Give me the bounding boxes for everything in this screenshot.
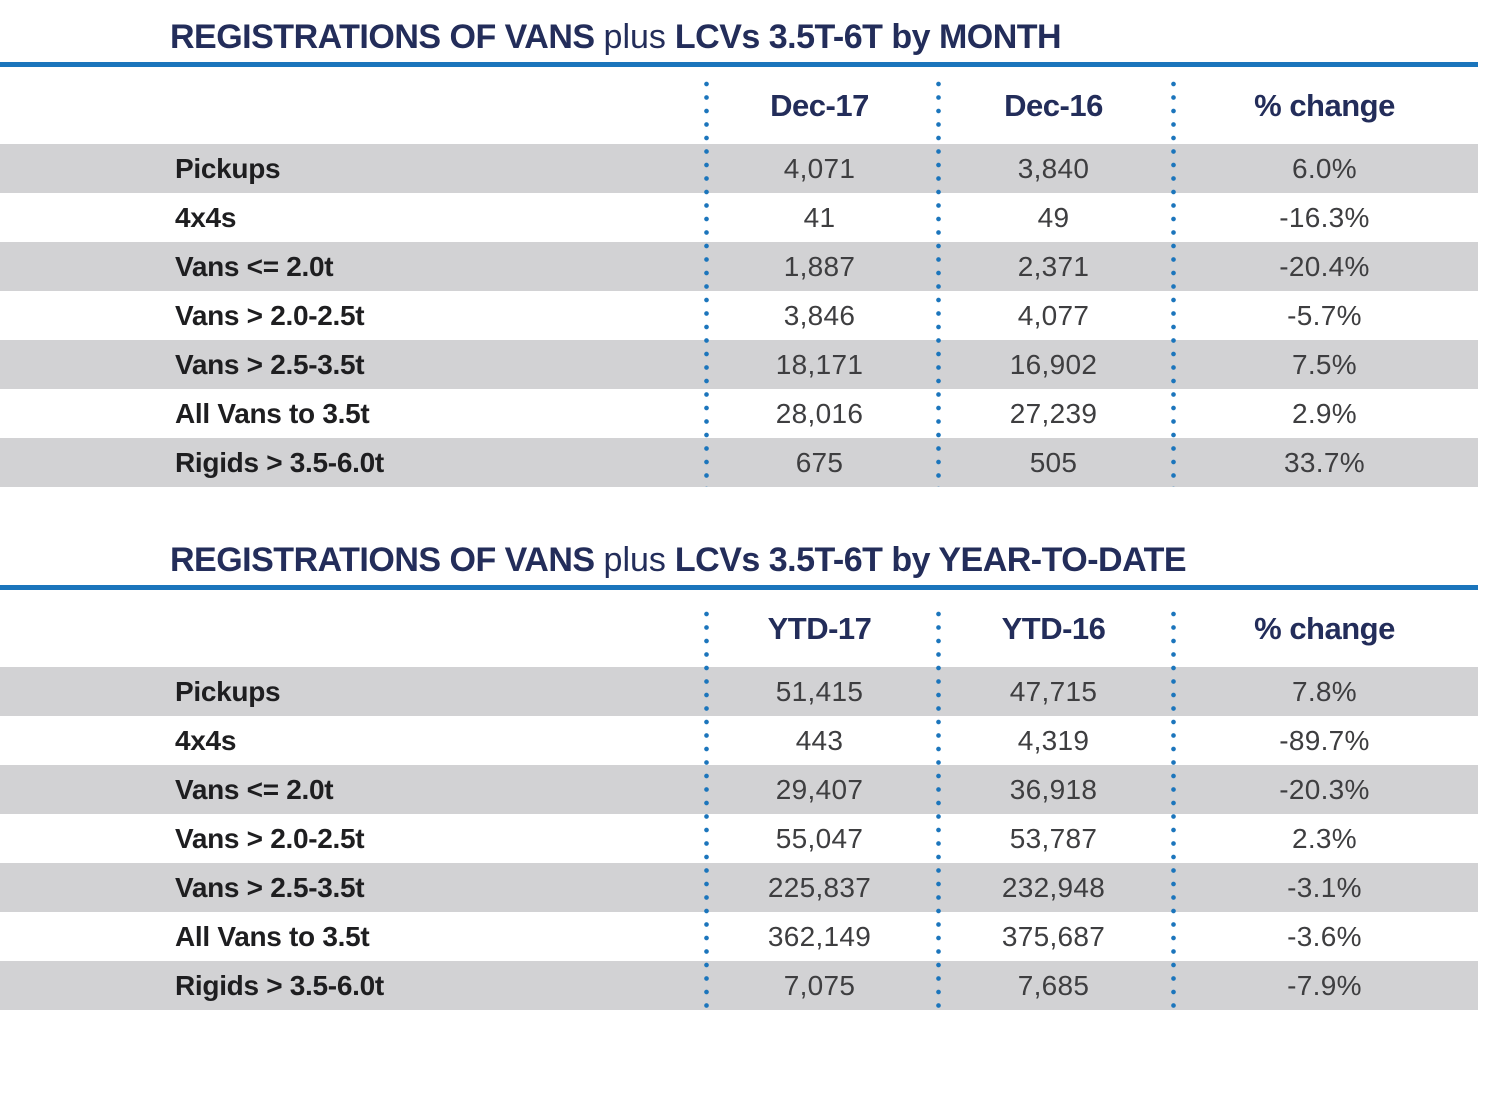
value-pct-change: -5.7% <box>1287 299 1362 331</box>
value-previous: 232,948 <box>1001 871 1106 903</box>
monthly-registrations-table: REGISTRATIONS OF VANS plus LCVs 3.5T-6T … <box>0 0 1500 487</box>
value-current: 55,047 <box>775 822 864 854</box>
column-header-row: YTD-17 YTD-16 % change <box>0 590 1478 667</box>
row-label: 4x4s <box>175 201 237 233</box>
title-segment-bold: LCVs 3.5T-6T by MONTH <box>674 18 1062 56</box>
value-pct-change: -89.7% <box>1279 724 1370 756</box>
row-label: Vans > 2.0-2.5t <box>175 299 365 331</box>
row-label: Vans > 2.5-3.5t <box>175 871 365 903</box>
table-row: All Vans to 3.5t 362,149 375,687 -3.6% <box>0 912 1478 961</box>
value-previous: 505 <box>1029 446 1078 478</box>
column-header-current: YTD-17 <box>767 610 872 646</box>
value-current: 1,887 <box>783 250 856 282</box>
row-label: Pickups <box>175 152 281 184</box>
table-row: Vans > 2.5-3.5t 225,837 232,948 -3.1% <box>0 863 1478 912</box>
column-header-row: Dec-17 Dec-16 % change <box>0 67 1478 144</box>
value-current: 675 <box>795 446 844 478</box>
column-header-previous: Dec-16 <box>1004 87 1103 123</box>
title-segment-bold: LCVs 3.5T-6T by YEAR-TO-DATE <box>674 541 1187 579</box>
value-current: 29,407 <box>775 773 864 805</box>
row-label: 4x4s <box>175 724 237 756</box>
value-pct-change: -16.3% <box>1279 201 1370 233</box>
title-segment-bold: REGISTRATIONS OF VANS <box>170 18 595 56</box>
value-pct-change: 7.8% <box>1291 675 1358 707</box>
row-label: Rigids > 3.5-6.0t <box>175 446 384 478</box>
value-previous: 47,715 <box>1009 675 1098 707</box>
value-previous: 4,319 <box>1017 724 1090 756</box>
value-pct-change: -7.9% <box>1287 969 1362 1001</box>
row-label: Vans <= 2.0t <box>175 773 334 805</box>
value-current: 7,075 <box>783 969 856 1001</box>
row-label: Vans > 2.0-2.5t <box>175 822 365 854</box>
value-previous: 36,918 <box>1009 773 1098 805</box>
value-current: 3,846 <box>783 299 856 331</box>
value-pct-change: 7.5% <box>1291 348 1358 380</box>
table-row: Pickups 51,415 47,715 7.8% <box>0 667 1478 716</box>
row-label: Vans <= 2.0t <box>175 250 334 282</box>
value-previous: 53,787 <box>1009 822 1098 854</box>
table-row: 4x4s 443 4,319 -89.7% <box>0 716 1478 765</box>
column-header-current: Dec-17 <box>770 87 869 123</box>
value-pct-change: 33.7% <box>1284 446 1365 478</box>
value-previous: 2,371 <box>1017 250 1090 282</box>
value-current: 51,415 <box>775 675 864 707</box>
value-current: 18,171 <box>775 348 864 380</box>
value-pct-change: -20.4% <box>1279 250 1370 282</box>
value-pct-change: -3.1% <box>1287 871 1362 903</box>
value-previous: 49 <box>1037 201 1070 233</box>
table-row: Vans <= 2.0t 29,407 36,918 -20.3% <box>0 765 1478 814</box>
value-previous: 7,685 <box>1017 969 1090 1001</box>
table-row: Vans > 2.5-3.5t 18,171 16,902 7.5% <box>0 340 1478 389</box>
table-row: Rigids > 3.5-6.0t 7,075 7,685 -7.9% <box>0 961 1478 1010</box>
table-row: 4x4s 41 49 -16.3% <box>0 193 1478 242</box>
title-rule <box>0 62 1478 67</box>
value-current: 443 <box>795 724 844 756</box>
title-segment-bold: REGISTRATIONS OF VANS <box>170 541 595 579</box>
title-segment-light: plus <box>603 541 666 579</box>
value-previous: 3,840 <box>1017 152 1090 184</box>
value-current: 41 <box>803 201 836 233</box>
monthly-table-title: REGISTRATIONS OF VANS plus LCVs 3.5T-6T … <box>0 0 1500 62</box>
row-label: All Vans to 3.5t <box>175 397 370 429</box>
column-header-pct-change: % change <box>1254 610 1395 646</box>
value-previous: 375,687 <box>1001 920 1106 952</box>
row-label: Vans > 2.5-3.5t <box>175 348 365 380</box>
table-row: Rigids > 3.5-6.0t 675 505 33.7% <box>0 438 1478 487</box>
value-current: 28,016 <box>775 397 864 429</box>
row-label: Rigids > 3.5-6.0t <box>175 969 384 1001</box>
value-pct-change: 6.0% <box>1291 152 1358 184</box>
column-header-previous: YTD-16 <box>1001 610 1106 646</box>
table-row: Vans <= 2.0t 1,887 2,371 -20.4% <box>0 242 1478 291</box>
row-label: Pickups <box>175 675 281 707</box>
column-header-pct-change: % change <box>1254 87 1395 123</box>
title-segment-light: plus <box>603 18 666 56</box>
value-previous: 16,902 <box>1009 348 1098 380</box>
value-pct-change: -20.3% <box>1279 773 1370 805</box>
table-row: Vans > 2.0-2.5t 55,047 53,787 2.3% <box>0 814 1478 863</box>
table-row: Pickups 4,071 3,840 6.0% <box>0 144 1478 193</box>
value-pct-change: 2.9% <box>1291 397 1358 429</box>
table-row: All Vans to 3.5t 28,016 27,239 2.9% <box>0 389 1478 438</box>
ytd-registrations-table: REGISTRATIONS OF VANS plus LCVs 3.5T-6T … <box>0 487 1500 1010</box>
value-pct-change: -3.6% <box>1287 920 1362 952</box>
row-label: All Vans to 3.5t <box>175 920 370 952</box>
value-current: 362,149 <box>767 920 872 952</box>
value-previous: 4,077 <box>1017 299 1090 331</box>
value-previous: 27,239 <box>1009 397 1098 429</box>
value-current: 225,837 <box>767 871 872 903</box>
table-row: Vans > 2.0-2.5t 3,846 4,077 -5.7% <box>0 291 1478 340</box>
value-pct-change: 2.3% <box>1291 822 1358 854</box>
value-current: 4,071 <box>783 152 856 184</box>
ytd-table-title: REGISTRATIONS OF VANS plus LCVs 3.5T-6T … <box>0 487 1500 585</box>
title-rule <box>0 585 1478 590</box>
